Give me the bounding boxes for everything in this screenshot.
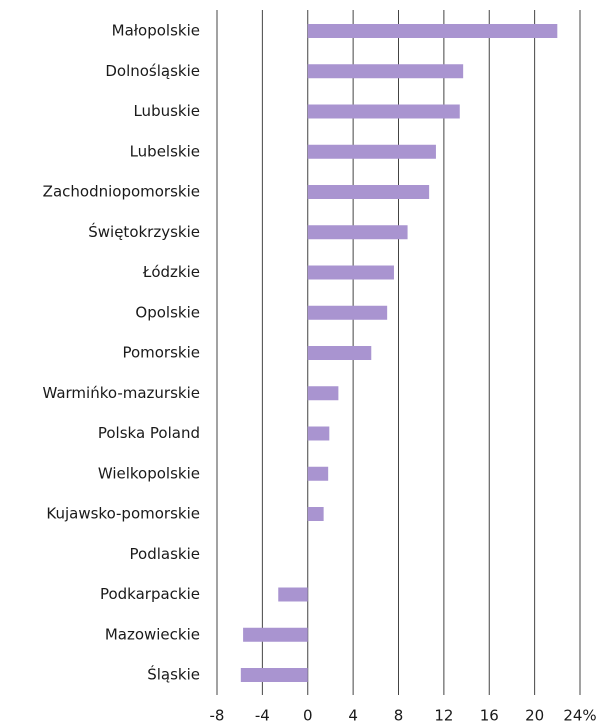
bar xyxy=(307,24,558,38)
bar xyxy=(307,305,388,320)
y-tick-label: Mazowieckie xyxy=(105,625,200,643)
bar xyxy=(307,64,464,79)
bar xyxy=(307,265,394,280)
y-tick-label: Podkarpackie xyxy=(100,585,200,603)
x-tick-label: 24% xyxy=(563,707,596,725)
bar xyxy=(307,104,460,119)
bar xyxy=(240,668,308,682)
bar xyxy=(278,587,308,602)
x-tick-label: -4 xyxy=(255,707,270,725)
x-tick-label: 12 xyxy=(434,707,453,725)
bar xyxy=(307,507,324,521)
y-tick-label: Pomorskie xyxy=(122,344,200,362)
x-tick-label: -8 xyxy=(210,707,225,725)
bar xyxy=(307,386,339,401)
x-tick-label: 8 xyxy=(394,707,404,725)
y-tick-label: Małopolskie xyxy=(112,22,200,40)
bar xyxy=(243,627,308,642)
x-tick-label: 20 xyxy=(525,707,544,725)
y-tick-label: Zachodniopomorskie xyxy=(43,183,200,201)
bar xyxy=(307,466,329,481)
bar xyxy=(307,225,408,240)
y-tick-label: Wielkopolskie xyxy=(98,464,200,482)
y-tick-label: Śląskie xyxy=(147,665,200,684)
y-tick-label: Podlaskie xyxy=(130,545,200,563)
y-tick-label: Lubelskie xyxy=(130,142,200,160)
bar xyxy=(307,426,330,441)
x-tick-label: 4 xyxy=(348,707,358,725)
y-tick-label: Opolskie xyxy=(135,303,200,321)
y-tick-label: Lubuskie xyxy=(133,102,200,120)
bar xyxy=(307,346,372,360)
y-tick-label: Dolnośląskie xyxy=(105,62,200,80)
y-tick-label: Łódzkie xyxy=(142,263,200,281)
x-tick-label: 0 xyxy=(303,707,313,725)
x-tick-label: 16 xyxy=(480,707,499,725)
y-tick-label: Kujawsko-pomorskie xyxy=(46,505,200,523)
y-tick-label: Polska Poland xyxy=(98,424,200,442)
bar xyxy=(307,185,430,199)
bar xyxy=(307,144,436,159)
y-tick-label: Świętokrzyskie xyxy=(88,222,200,241)
y-tick-label: Warmińko-mazurskie xyxy=(42,384,200,402)
